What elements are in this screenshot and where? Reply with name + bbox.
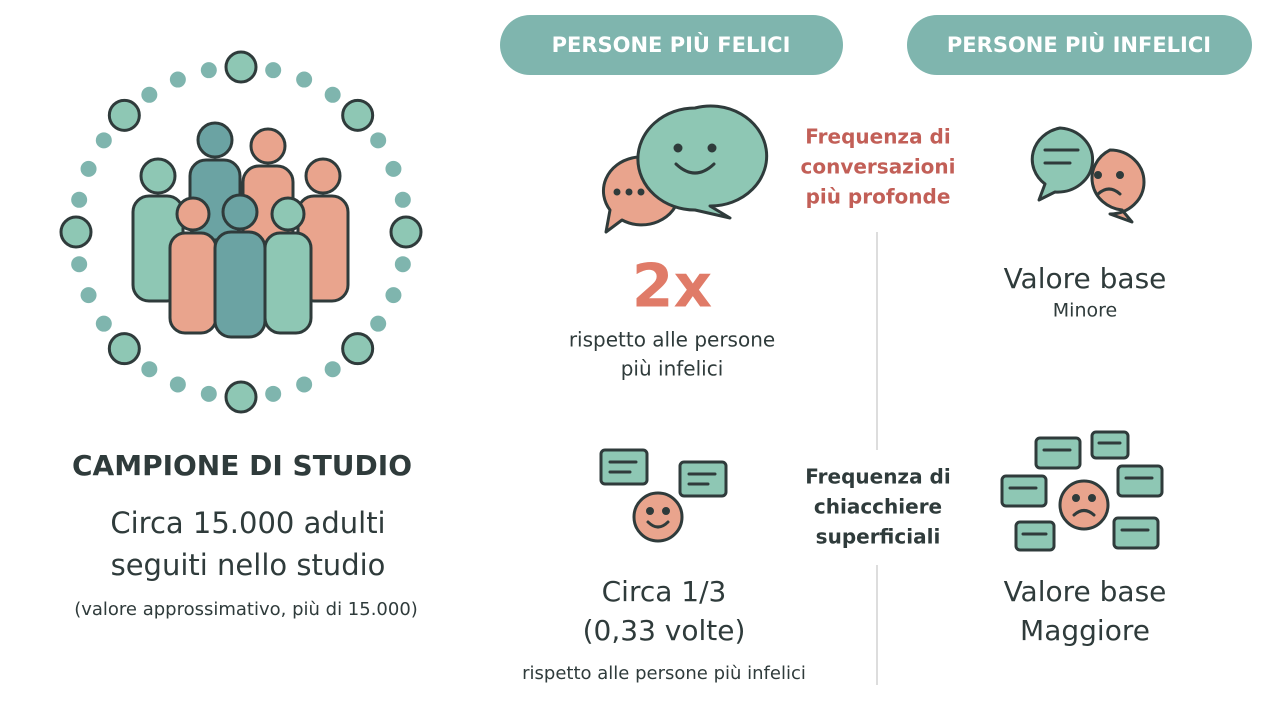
header-unhappier: PERSONE PIÙ INFELICI	[947, 32, 1211, 57]
deep-happy-value: 2x	[632, 252, 712, 322]
ring-dot	[224, 50, 258, 84]
ring-dot	[324, 361, 341, 378]
header-pill	[500, 15, 843, 75]
small-happy-note: rispetto alle persone più infelici	[522, 663, 806, 684]
deep-unhappy-icon	[1030, 126, 1146, 224]
small-unhappy-icon	[1000, 430, 1164, 552]
ring-dot	[95, 315, 112, 332]
ring-dot	[265, 62, 282, 79]
ring-dot	[341, 98, 375, 132]
small-happy-icon	[599, 448, 728, 543]
deep-label: conversazioni	[800, 155, 955, 179]
ring-dot	[265, 385, 282, 402]
ring-dot	[71, 191, 88, 208]
small-label: superficiali	[816, 525, 941, 549]
deep-happy-note: rispetto alle persone	[569, 328, 775, 352]
ring-dot	[224, 380, 258, 414]
ring-dot	[370, 315, 387, 332]
small-unhappy-value: Valore base	[1004, 575, 1167, 608]
small-label: Frequenza di	[805, 465, 950, 489]
ring-dot	[200, 62, 217, 79]
ring-dot	[394, 256, 411, 273]
ring-dot	[107, 98, 141, 132]
small-label: chiacchiere	[814, 495, 942, 519]
ring-dot	[141, 86, 158, 103]
ring-dot	[141, 361, 158, 378]
ring-dot	[385, 287, 402, 304]
dot-ring	[59, 50, 423, 414]
deep-happy-icon	[601, 104, 769, 234]
ring-dot	[370, 132, 387, 149]
deep-unhappy-note: Minore	[1053, 300, 1117, 322]
header-pill	[907, 15, 1252, 75]
ring-dot	[80, 160, 97, 177]
ring-dot	[385, 160, 402, 177]
ring-dot	[107, 332, 141, 366]
sample-title: CAMPIONE DI STUDIO	[72, 449, 412, 482]
deep-label: più profonde	[806, 185, 951, 209]
ring-dot	[59, 215, 93, 249]
ring-dot	[296, 71, 313, 88]
small-happy-value: (0,33 volte)	[583, 614, 746, 647]
ring-dot	[200, 385, 217, 402]
ring-dot	[394, 191, 411, 208]
people-icon	[131, 121, 350, 339]
ring-dot	[324, 86, 341, 103]
ring-dot	[169, 71, 186, 88]
ring-dot	[169, 376, 186, 393]
ring-dot	[341, 332, 375, 366]
sample-note: (valore approssimativo, più di 15.000)	[74, 599, 418, 620]
deep-happy-note: più infelici	[621, 357, 724, 381]
header-happier: PERSONE PIÙ FELICI	[552, 32, 791, 57]
small-unhappy-value: Maggiore	[1020, 614, 1150, 647]
ring-dot	[95, 132, 112, 149]
sample-line: seguiti nello studio	[111, 548, 386, 582]
deep-unhappy-value: Valore base	[1004, 262, 1167, 295]
deep-label: Frequenza di	[805, 125, 950, 149]
ring-dot	[71, 256, 88, 273]
sample-line: Circa 15.000 adulti	[110, 506, 385, 540]
ring-dot	[296, 376, 313, 393]
ring-dot	[80, 287, 97, 304]
small-happy-value: Circa 1/3	[602, 575, 727, 608]
ring-dot	[389, 215, 423, 249]
